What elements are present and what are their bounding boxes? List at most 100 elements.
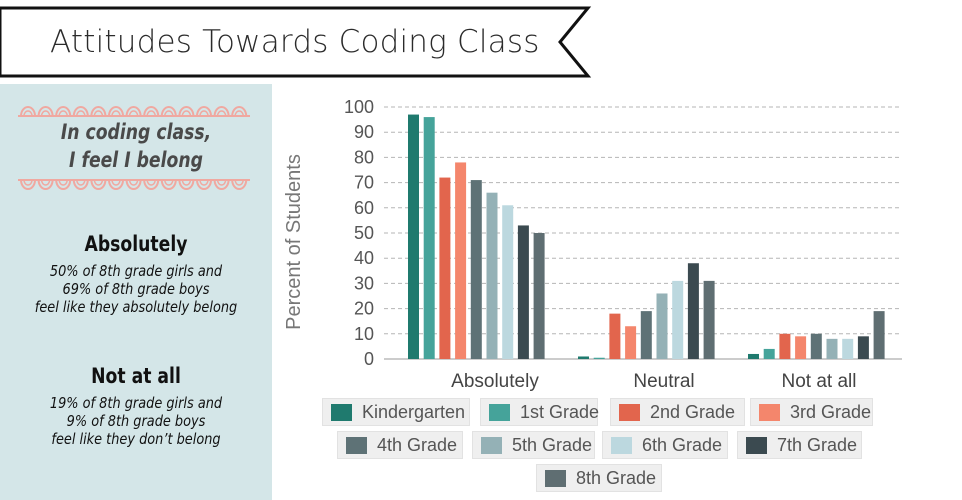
legend-swatch xyxy=(759,403,780,421)
stat-line: 50% of 8th grade girls and xyxy=(49,262,223,280)
bar[interactable] xyxy=(593,357,605,359)
deco-scallop xyxy=(20,179,36,190)
bar[interactable] xyxy=(763,348,775,359)
y-tick-label: 20 xyxy=(354,299,374,319)
deco-scallop xyxy=(108,106,124,117)
bars xyxy=(408,114,885,359)
bar[interactable] xyxy=(748,353,759,359)
bar[interactable] xyxy=(578,356,589,359)
legend-item[interactable]: 5th Grade xyxy=(472,431,595,459)
deco-scallop-inner xyxy=(181,110,192,117)
deco-scallop xyxy=(108,179,124,190)
deco-scallop-inner xyxy=(146,179,156,186)
bar[interactable] xyxy=(439,177,451,359)
bar[interactable] xyxy=(625,326,637,359)
deco-scallop xyxy=(178,179,195,190)
legend-swatch xyxy=(746,436,767,454)
y-axis-ticks: 0 10 20 30 40 50 60 70 80 90 100 xyxy=(344,97,374,369)
title-banner xyxy=(0,6,592,78)
legend-item[interactable]: 4th Grade xyxy=(337,431,463,459)
bar[interactable] xyxy=(470,180,482,359)
deco-scallop-inner xyxy=(23,110,33,117)
deco-scallop-inner xyxy=(40,179,51,186)
bar[interactable] xyxy=(517,225,529,359)
bar[interactable] xyxy=(672,280,684,359)
bar[interactable] xyxy=(455,162,467,359)
bar[interactable] xyxy=(502,205,514,359)
legend-label: 8th Grade xyxy=(576,467,657,488)
deco-scallop-inner xyxy=(93,110,104,117)
deco-scallop xyxy=(143,106,160,117)
legend-item[interactable]: 1st Grade xyxy=(480,398,599,426)
bar[interactable] xyxy=(687,263,699,359)
legend-item[interactable]: 8th Grade xyxy=(536,464,662,492)
deco-scallop-inner xyxy=(58,110,68,117)
bar[interactable] xyxy=(810,333,822,359)
y-tick-label: 70 xyxy=(354,173,374,193)
x-category-label: Absolutely xyxy=(451,371,539,392)
legend-swatch xyxy=(481,436,502,454)
bar[interactable] xyxy=(408,114,419,359)
legend-item[interactable]: Kindergarten xyxy=(322,398,470,426)
bar[interactable] xyxy=(609,313,621,359)
bar[interactable] xyxy=(640,311,652,359)
legend-label: 3rd Grade xyxy=(790,401,872,422)
bar[interactable] xyxy=(842,338,854,359)
legend-swatch xyxy=(346,436,367,454)
stat-text-not-at-all: 19% of 8th grade girls and 9% of 8th gra… xyxy=(19,394,253,448)
legend-label: 7th Grade xyxy=(777,434,858,455)
deco-scallop-inner xyxy=(164,179,174,186)
gridlines xyxy=(384,106,902,360)
deco-scallop xyxy=(231,106,248,117)
deco-scallop-inner xyxy=(23,179,33,186)
bar[interactable] xyxy=(486,192,498,359)
y-tick-label: 0 xyxy=(364,349,374,369)
bar[interactable] xyxy=(423,117,435,359)
legend-swatch xyxy=(545,469,566,487)
deco-scallop-inner xyxy=(164,110,174,117)
decorative-border-top xyxy=(18,106,250,117)
deco-scallop-inner xyxy=(199,110,209,117)
bar[interactable] xyxy=(873,311,885,359)
y-tick-label: 10 xyxy=(354,324,374,344)
deco-scallop xyxy=(143,179,160,190)
legend-label: 2nd Grade xyxy=(650,401,736,422)
bar[interactable] xyxy=(795,336,807,359)
y-tick-label: 50 xyxy=(354,223,374,243)
stat-text-absolutely: 50% of 8th grade girls and 69% of 8th gr… xyxy=(19,262,253,316)
quote-line: I feel I belong xyxy=(69,148,203,172)
legend-label: 5th Grade xyxy=(512,434,593,455)
deco-scallop-inner xyxy=(76,179,86,186)
legend-item[interactable]: 2nd Grade xyxy=(610,398,745,426)
summary-panel: In coding class, I feel I belong Absolut… xyxy=(0,84,272,500)
deco-scallop-inner xyxy=(216,110,227,117)
bar[interactable] xyxy=(857,336,869,359)
bar[interactable] xyxy=(656,293,668,359)
deco-scallop-inner xyxy=(234,179,244,186)
x-axis-categories: Absolutely Neutral Not at all xyxy=(451,371,856,392)
deco-scallop xyxy=(160,179,177,190)
y-axis-label: Percent of Students xyxy=(283,154,305,330)
deco-scallop-inner xyxy=(216,179,227,186)
deco-scallop-inner xyxy=(146,110,156,117)
legend-item[interactable]: 3rd Grade xyxy=(750,398,873,426)
legend-item[interactable]: 7th Grade xyxy=(737,431,862,459)
deco-scallop xyxy=(160,106,177,117)
deco-scallop xyxy=(72,179,89,190)
deco-scallop xyxy=(37,106,54,117)
bar[interactable] xyxy=(779,333,791,359)
legend-label: 4th Grade xyxy=(377,434,458,455)
legend-item[interactable]: 6th Grade xyxy=(602,431,728,459)
bar[interactable] xyxy=(826,338,838,359)
legend-swatch xyxy=(489,403,510,421)
deco-scallop xyxy=(20,106,36,117)
stat-heading-absolutely: Absolutely xyxy=(84,232,188,256)
stat-line: 19% of 8th grade girls and xyxy=(49,394,223,412)
y-tick-label: 30 xyxy=(354,273,374,293)
deco-scallop-inner xyxy=(199,179,209,186)
bar[interactable] xyxy=(533,233,545,359)
x-category-label: Neutral xyxy=(633,371,694,392)
bar[interactable] xyxy=(703,280,715,359)
deco-scallop xyxy=(231,179,248,190)
legend-swatch xyxy=(611,436,632,454)
